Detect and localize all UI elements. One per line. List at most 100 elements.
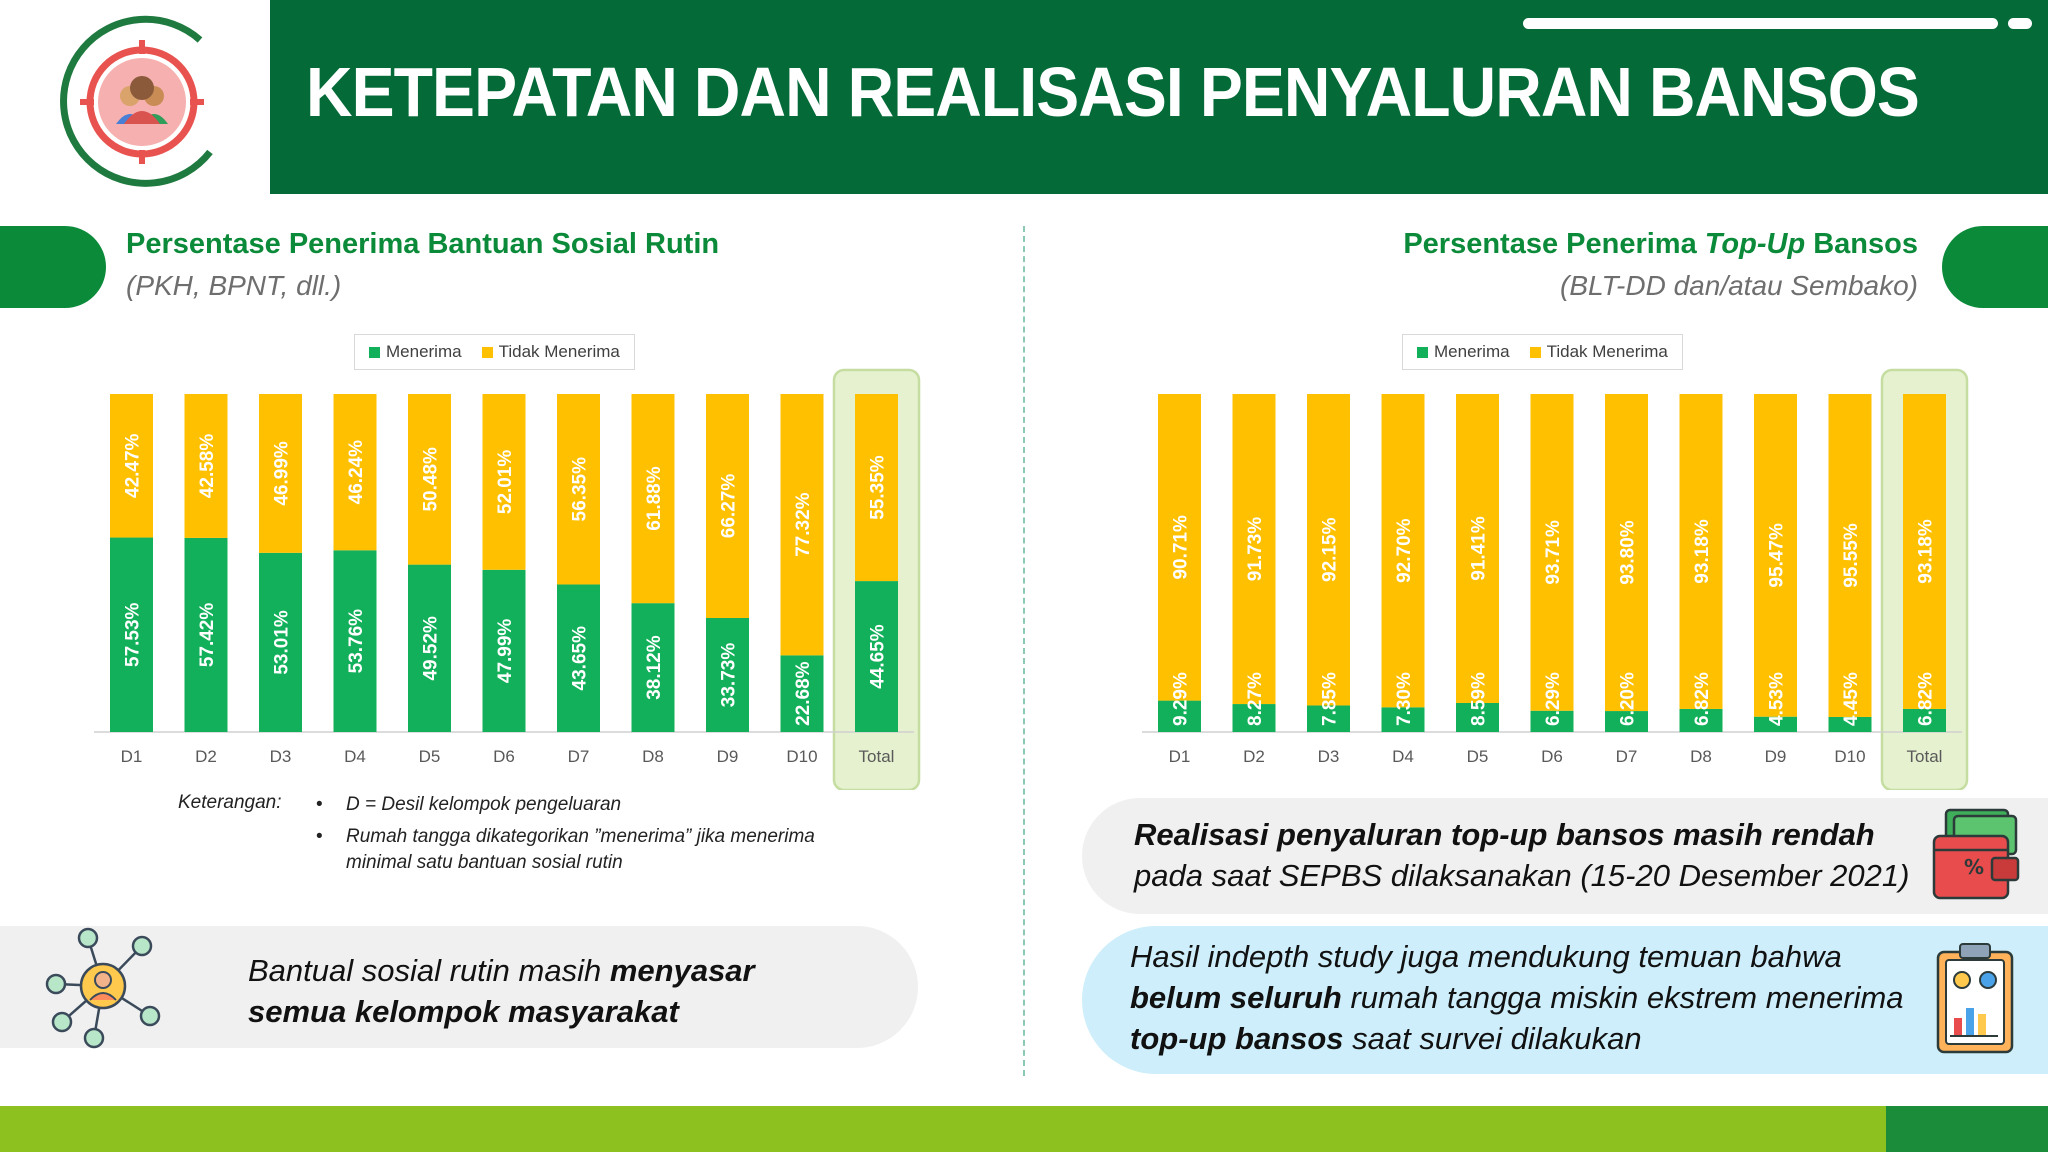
label-menerima-d7: 6.20% bbox=[1618, 672, 1639, 726]
bar-menerima-d3 bbox=[259, 552, 302, 732]
bar-tidak-menerima-d5 bbox=[408, 394, 451, 565]
legend-menerima: Menerima bbox=[1417, 342, 1510, 362]
bar-tidak-menerima-d5 bbox=[1456, 394, 1499, 703]
tick-label-d9: D9 bbox=[717, 747, 739, 766]
page-title: KETEPATAN DAN REALISASI PENYALURAN BANSO… bbox=[306, 53, 1920, 131]
bar-menerima-d9 bbox=[706, 617, 749, 732]
label-tidak-menerima-d4: 92.70% bbox=[1394, 518, 1415, 583]
callout-text-part: rumah tangga miskin ekstrem menerima bbox=[1341, 980, 1904, 1015]
legend-menerima-label: Menerima bbox=[386, 342, 462, 361]
label-tidak-menerima-d8: 61.88% bbox=[644, 466, 665, 531]
label-tidak-menerima-d6: 52.01% bbox=[495, 450, 516, 515]
bar-tidak-menerima-d3 bbox=[1307, 394, 1350, 706]
right-section-subtitle: (BLT-DD dan/atau Sembako) bbox=[1560, 270, 1918, 301]
bar-menerima-d4 bbox=[1381, 707, 1425, 732]
tick-label-d3: D3 bbox=[1318, 747, 1340, 766]
bar-menerima-d1 bbox=[1158, 700, 1201, 732]
bar-menerima-d8 bbox=[631, 603, 675, 732]
bar-menerima-d2 bbox=[1232, 704, 1276, 732]
bar-menerima-d4 bbox=[333, 550, 377, 732]
label-menerima-d1: 57.53% bbox=[123, 602, 144, 667]
tick-label-d8: D8 bbox=[1690, 747, 1712, 766]
wallet-percent-icon: % bbox=[1928, 806, 2024, 911]
label-menerima-d7: 43.65% bbox=[570, 626, 591, 691]
chart-plot: 9.29% 90.71% D1 8.27% 91.73% D2 7.85% 92.15% D3 7… bbox=[1142, 368, 1969, 790]
label-menerima-d10: 22.68% bbox=[793, 661, 814, 726]
label-tidak-menerima-d8: 93.18% bbox=[1692, 519, 1713, 584]
label-tidak-menerima-d9: 95.47% bbox=[1767, 523, 1788, 588]
bar-menerima-d1 bbox=[110, 537, 153, 732]
callout-text-bold: Realisasi penyaluran top-up bansos masih… bbox=[1134, 817, 1875, 852]
label-menerima-d6: 47.99% bbox=[495, 619, 516, 684]
legend-tidak-menerima: Tidak Menerima bbox=[481, 342, 620, 362]
callout-rutin: Bantual sosial rutin masih menyasar semu… bbox=[0, 926, 918, 1048]
bar-menerima-d8 bbox=[1679, 708, 1723, 732]
tick-label-d10: D10 bbox=[786, 747, 817, 766]
logo bbox=[50, 12, 235, 192]
label-tidak-menerima-d5: 91.41% bbox=[1469, 516, 1490, 581]
bar-tidak-menerima-d7 bbox=[1605, 394, 1648, 712]
note-item: • D = Desil kelompok pengeluaran bbox=[316, 792, 876, 818]
notes-label: Keterangan: bbox=[178, 792, 282, 813]
label-menerima-d4: 53.76% bbox=[346, 609, 367, 674]
bar-tidak-menerima-d6 bbox=[482, 394, 526, 570]
label-tidak-menerima-d4: 46.24% bbox=[346, 440, 367, 505]
svg-text:%: % bbox=[1964, 855, 1984, 879]
tick-label-d7: D7 bbox=[568, 747, 590, 766]
bar-tidak-menerima-d4 bbox=[1381, 394, 1425, 708]
bar-menerima-d6 bbox=[482, 569, 526, 732]
tick-label-d2: D2 bbox=[195, 747, 217, 766]
callout-text-bold: menyasar bbox=[609, 953, 755, 988]
label-menerima-d5: 8.59% bbox=[1469, 672, 1490, 726]
bar-tidak-menerima-d3 bbox=[259, 394, 302, 553]
bar-tidak-menerima-d10 bbox=[780, 394, 824, 656]
bar-menerima-d2 bbox=[184, 537, 228, 732]
label-tidak-menerima-d10: 77.32% bbox=[793, 492, 814, 557]
right-title-em: Top-Up bbox=[1704, 228, 1806, 260]
callout-realisasi-text: Realisasi penyaluran top-up bansos masih… bbox=[1134, 814, 1909, 896]
callout-indepth-text: Hasil indepth study juga mendukung temua… bbox=[1130, 936, 1904, 1059]
label-menerima-d1: 9.29% bbox=[1171, 672, 1192, 726]
label-menerima-d8: 38.12% bbox=[644, 635, 665, 700]
bar-tidak-menerima-d9 bbox=[706, 394, 749, 618]
bar-tidak-menerima-d4 bbox=[333, 394, 377, 551]
clipboard-chart-icon bbox=[1932, 940, 2018, 1061]
label-menerima-d3: 7.85% bbox=[1320, 672, 1341, 726]
callout-text-part: Bantual sosial rutin masih bbox=[248, 953, 610, 988]
label-menerima-total: 6.82% bbox=[1916, 672, 1937, 726]
tick-label-d4: D4 bbox=[344, 747, 366, 766]
tick-label-d4: D4 bbox=[1392, 747, 1414, 766]
bar-tidak-menerima-d9 bbox=[1754, 394, 1797, 717]
callout-text-part: pada saat SEPBS dilaksanakan (15-20 Dese… bbox=[1134, 858, 1910, 893]
tick-label-d9: D9 bbox=[1765, 747, 1787, 766]
tick-label-d2: D2 bbox=[1243, 747, 1265, 766]
label-tidak-menerima-d1: 42.47% bbox=[123, 433, 144, 498]
tick-label-total: Total bbox=[1907, 747, 1943, 766]
bar-menerima-d10 bbox=[780, 655, 824, 732]
chart-bansos-rutin: Menerima Tidak Menerima 57.53% 42.47% D1 57… bbox=[88, 330, 938, 790]
legend-tidak-menerima-label: Tidak Menerima bbox=[1546, 342, 1668, 361]
bar-tidak-menerima-d1 bbox=[1158, 394, 1201, 701]
label-menerima-d2: 8.27% bbox=[1245, 672, 1266, 726]
bar-tidak-menerima-d6 bbox=[1530, 394, 1574, 711]
bar-menerima-d7 bbox=[1605, 711, 1648, 732]
label-menerima-d5: 49.52% bbox=[421, 616, 442, 681]
bar-menerima-d5 bbox=[1456, 702, 1499, 732]
bar-menerima-total bbox=[1903, 708, 1946, 732]
callout-realisasi: Realisasi penyaluran top-up bansos masih… bbox=[1082, 798, 2048, 914]
label-tidak-menerima-total: 93.18% bbox=[1916, 519, 1937, 584]
label-tidak-menerima-d7: 93.80% bbox=[1618, 520, 1639, 585]
note-bullet: • bbox=[316, 826, 323, 847]
note-text: Rumah tangga dikategorikan ”menerima” ji… bbox=[346, 826, 815, 873]
tick-label-d8: D8 bbox=[642, 747, 664, 766]
label-menerima-d8: 6.82% bbox=[1692, 672, 1713, 726]
section-divider bbox=[1023, 226, 1025, 1076]
label-tidak-menerima-d3: 46.99% bbox=[272, 441, 293, 506]
callout-text-part: saat survei dilakukan bbox=[1343, 1021, 1642, 1056]
note-text: D = Desil kelompok pengeluaran bbox=[346, 794, 622, 815]
bar-tidak-menerima-d8 bbox=[1679, 394, 1723, 709]
title-bar: KETEPATAN DAN REALISASI PENYALURAN BANSO… bbox=[270, 0, 2048, 194]
bar-tidak-menerima-d8 bbox=[631, 394, 675, 604]
left-section-subtitle: (PKH, BPNT, dll.) bbox=[126, 270, 342, 301]
tick-label-d1: D1 bbox=[1169, 747, 1191, 766]
